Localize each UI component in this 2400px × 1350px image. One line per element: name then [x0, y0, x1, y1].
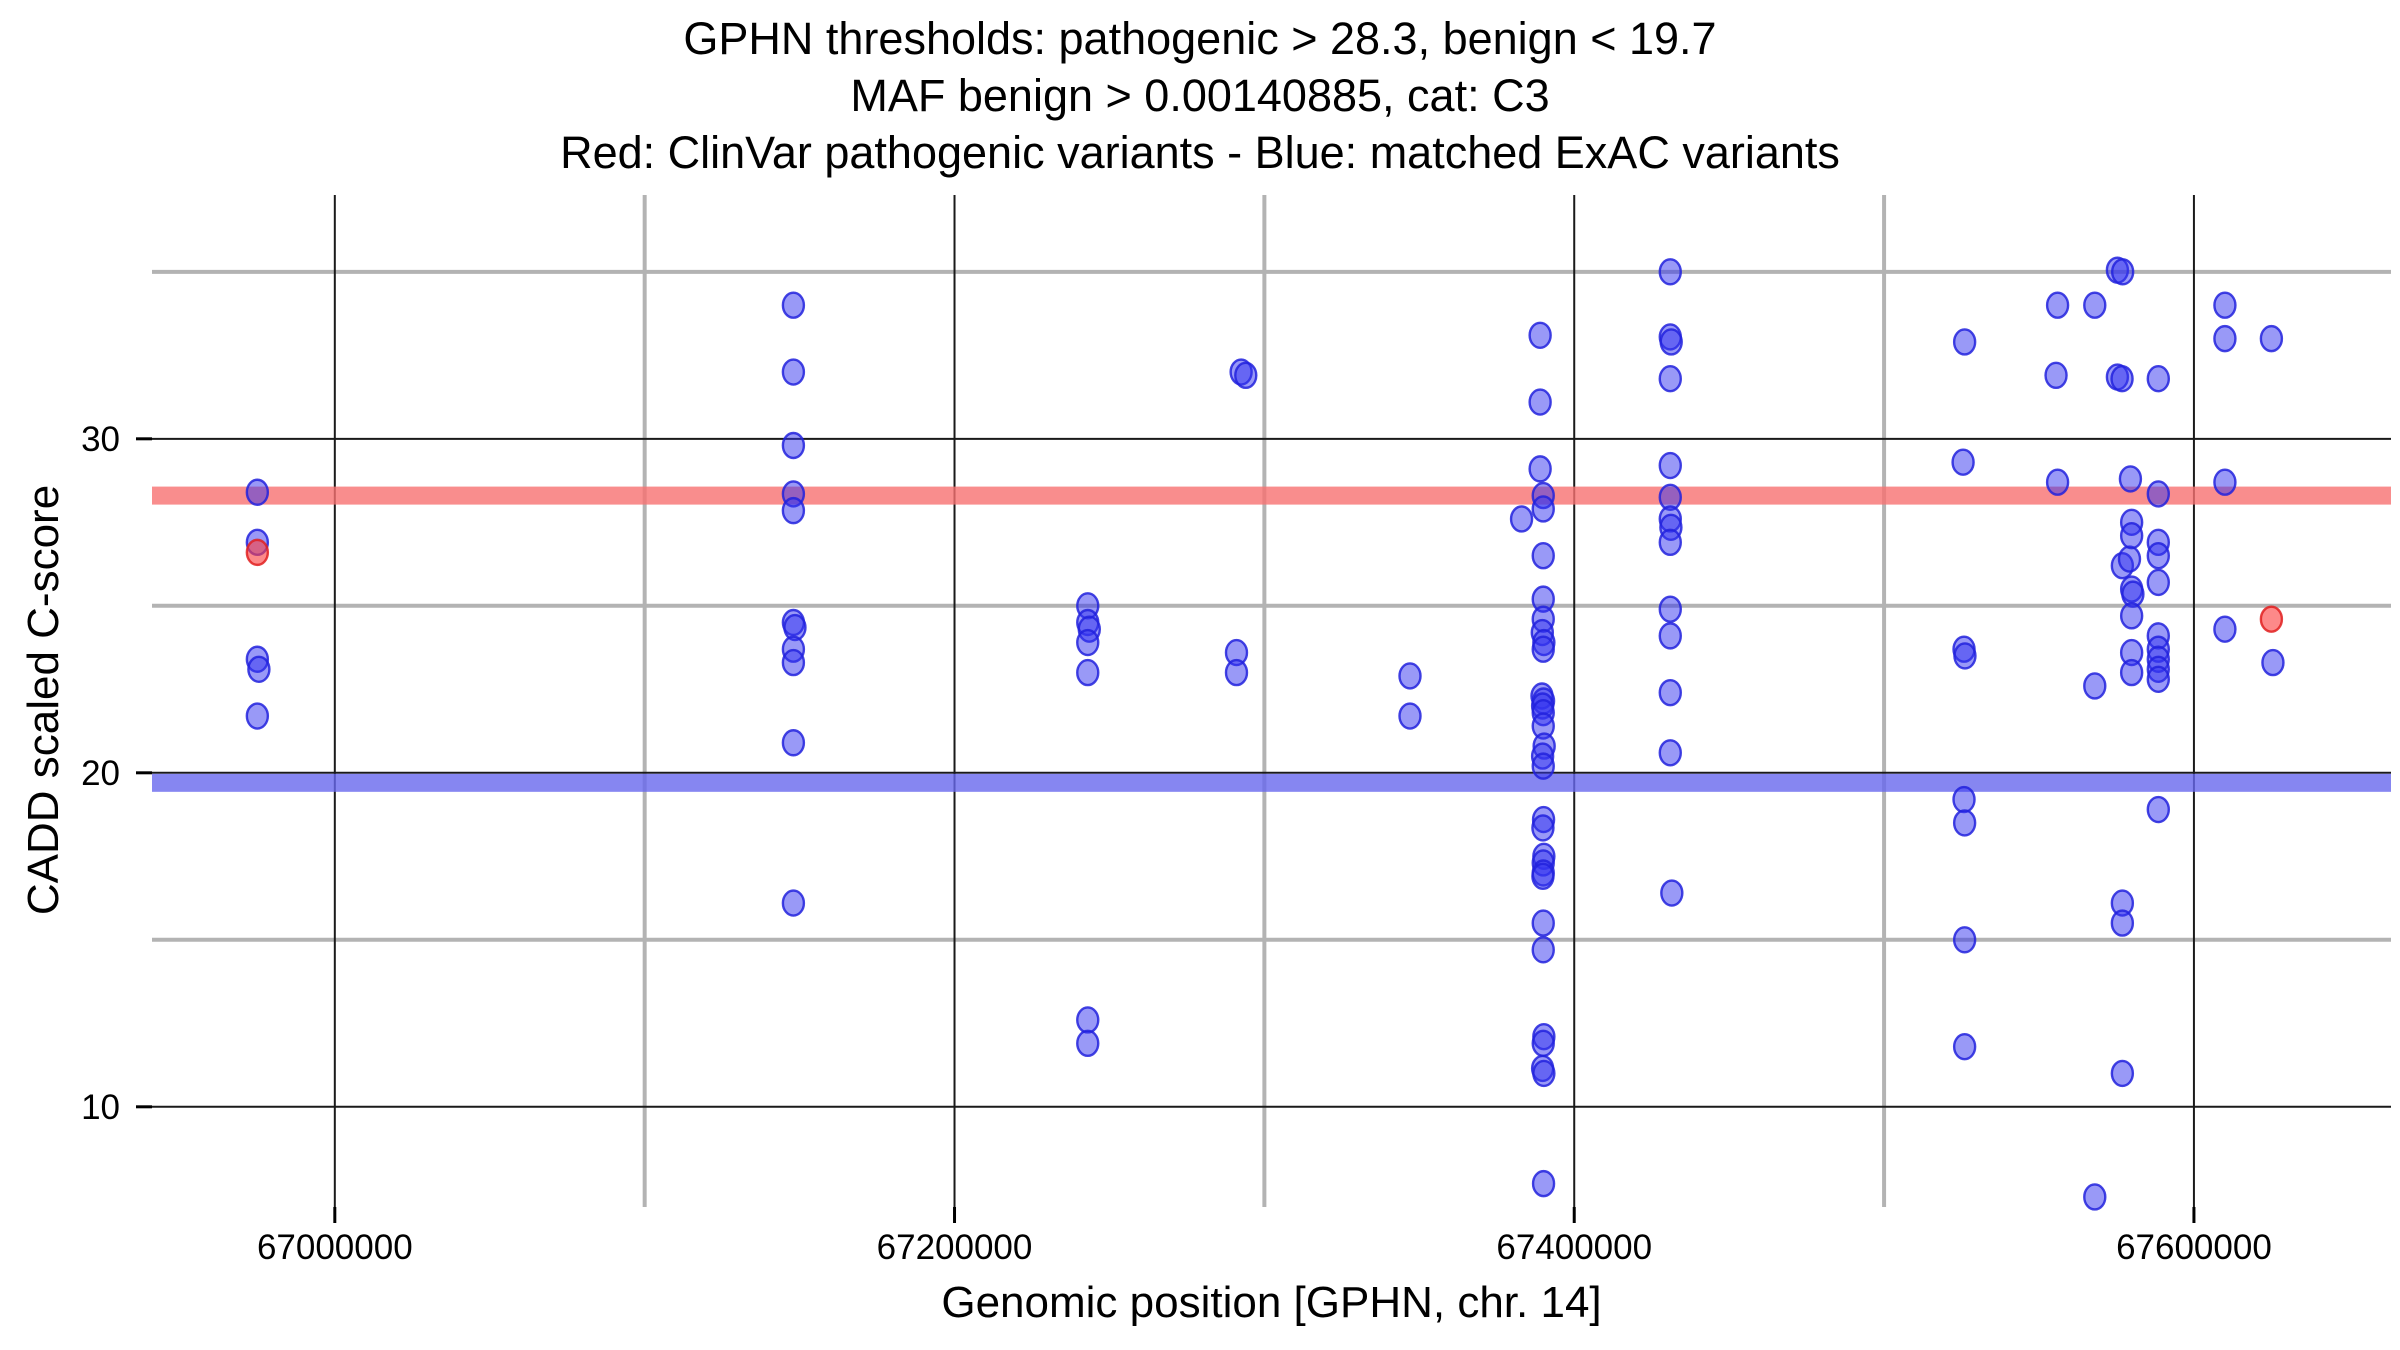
data-point	[2146, 364, 2171, 393]
data-point	[2213, 468, 2237, 496]
data-point	[1234, 361, 1258, 390]
data-point	[1531, 542, 1555, 570]
data-point	[245, 538, 270, 567]
data-point	[2213, 291, 2237, 319]
data-point	[245, 702, 270, 730]
data-point	[1531, 1169, 1556, 1198]
data-point	[2044, 361, 2068, 390]
data-point	[1224, 658, 1249, 687]
data-point	[1952, 785, 1976, 814]
y-tick-label: 10	[81, 1088, 120, 1127]
data-point	[1952, 1032, 1977, 1061]
data-point	[781, 496, 806, 525]
data-point	[1531, 495, 1555, 523]
data-point	[1398, 662, 1422, 690]
chart-title-line-2: MAF benign > 0.00140885, cat: C3	[850, 70, 1550, 121]
data-point	[1658, 678, 1682, 707]
data-point	[1952, 926, 1977, 954]
data-point	[781, 358, 806, 386]
data-point	[1952, 328, 1977, 356]
data-point	[1658, 528, 1682, 557]
x-tick-label: 67200000	[877, 1228, 1033, 1267]
data-point	[247, 655, 271, 683]
data-point	[2213, 615, 2237, 643]
data-point	[2213, 324, 2237, 353]
data-point	[2083, 291, 2107, 319]
data-point	[2146, 542, 2171, 570]
data-point	[1953, 642, 1977, 670]
data-point	[1398, 702, 1422, 730]
data-point	[1658, 451, 1682, 480]
x-tick-label: 67600000	[2116, 1228, 2272, 1267]
data-point	[2045, 291, 2070, 319]
x-tick-label: 67400000	[1496, 1228, 1652, 1267]
data-point	[1076, 1006, 1100, 1034]
data-point	[1952, 809, 1977, 837]
data-point	[1658, 364, 1682, 393]
data-point	[1660, 879, 1684, 907]
data-point	[2110, 909, 2135, 937]
data-point	[2045, 468, 2070, 496]
chart-title-line-3: Red: ClinVar pathogenic variants - Blue:…	[560, 127, 1840, 178]
data-point	[2146, 480, 2171, 508]
data-point	[1531, 814, 1555, 842]
data-point	[2110, 258, 2135, 286]
data-point	[2261, 648, 2285, 677]
y-tick-label: 30	[81, 420, 120, 459]
data-point	[2259, 605, 2284, 633]
data-point	[1528, 321, 1552, 349]
data-point	[1658, 258, 1682, 286]
data-point	[781, 889, 806, 917]
data-point	[1951, 448, 1975, 476]
data-point	[2146, 665, 2171, 693]
data-point	[1658, 739, 1682, 767]
data-point	[2146, 795, 2171, 824]
x-axis-title: Genomic position [GPHN, chr. 14]	[941, 1278, 1602, 1327]
data-point	[1076, 1029, 1100, 1058]
data-point	[1531, 909, 1555, 937]
data-point	[2083, 1183, 2107, 1211]
x-tick-label: 67000000	[257, 1228, 413, 1267]
data-point	[1528, 455, 1552, 483]
data-point	[1531, 635, 1555, 663]
y-tick-label: 20	[81, 754, 120, 793]
data-point	[2110, 1059, 2135, 1088]
chart-title-line-1: GPHN thresholds: pathogenic > 28.3, beni…	[683, 13, 1717, 64]
data-point	[2119, 521, 2144, 550]
data-point	[245, 478, 270, 506]
pathogenic-threshold-band	[152, 486, 2391, 505]
data-point	[1076, 628, 1100, 657]
data-point	[781, 431, 806, 460]
data-point	[1659, 328, 1683, 356]
data-point	[2110, 364, 2134, 393]
data-point	[2146, 568, 2171, 597]
data-point	[1658, 622, 1682, 650]
benign-threshold-band	[152, 773, 2391, 792]
data-point	[781, 291, 806, 319]
data-point	[781, 648, 806, 677]
data-point	[1658, 595, 1682, 623]
chart-title: GPHN thresholds: pathogenic > 28.3, beni…	[0, 10, 2400, 181]
data-point	[1076, 658, 1100, 687]
data-point	[1528, 388, 1552, 416]
data-point	[2117, 545, 2142, 573]
data-point	[1531, 862, 1555, 891]
data-point	[1531, 752, 1555, 780]
data-point	[1531, 1029, 1555, 1058]
data-point	[2119, 658, 2144, 687]
data-point	[1532, 1059, 1556, 1088]
data-point	[2118, 465, 2143, 493]
data-point	[2083, 672, 2107, 700]
data-point	[1531, 936, 1555, 964]
data-point	[781, 729, 806, 757]
data-point	[1509, 505, 1534, 533]
data-point	[2259, 324, 2284, 353]
data-point	[2119, 602, 2144, 630]
